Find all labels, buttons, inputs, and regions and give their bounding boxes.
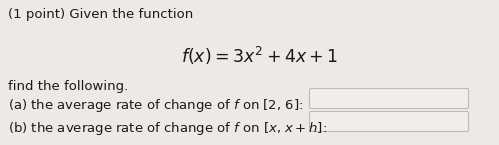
- FancyBboxPatch shape: [309, 88, 469, 108]
- FancyBboxPatch shape: [309, 112, 469, 132]
- Text: (b) the average rate of change of $f$ on [$x$, $x + h$]:: (b) the average rate of change of $f$ on…: [8, 120, 327, 137]
- Text: $f(x) = 3x^2 + 4x + 1$: $f(x) = 3x^2 + 4x + 1$: [181, 45, 338, 67]
- Text: (1 point) Given the function: (1 point) Given the function: [8, 8, 193, 21]
- Text: (a) the average rate of change of $f$ on [2, 6]:: (a) the average rate of change of $f$ on…: [8, 97, 303, 114]
- Text: find the following.: find the following.: [8, 80, 128, 93]
